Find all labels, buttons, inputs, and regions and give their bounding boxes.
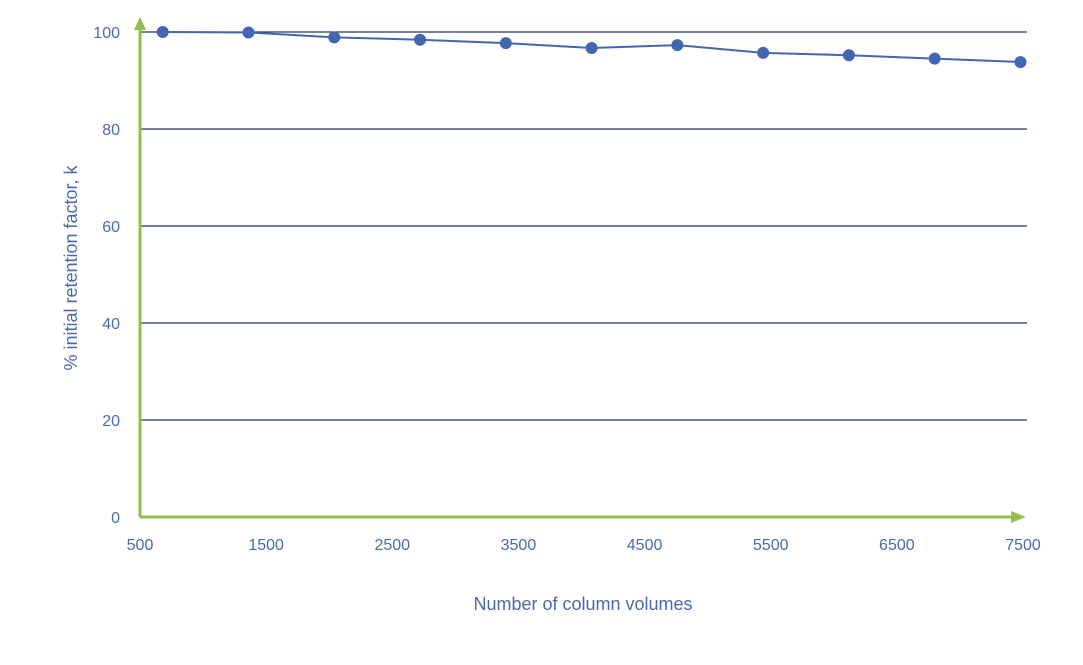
x-axis-arrow — [1011, 511, 1026, 523]
data-point — [242, 26, 255, 39]
y-axis-title: % initial retention factor, k — [61, 164, 81, 370]
y-tick-label: 60 — [102, 219, 120, 236]
axes — [134, 17, 1026, 523]
x-tick-label: 1500 — [248, 537, 284, 554]
y-tick-label: 100 — [93, 25, 120, 42]
x-tick-label: 7500 — [1005, 537, 1041, 554]
x-tick-label: 2500 — [374, 537, 410, 554]
series-group — [156, 26, 1027, 69]
x-tick-label: 4500 — [627, 537, 663, 554]
data-point — [585, 42, 598, 55]
y-tick-label: 40 — [102, 316, 120, 333]
data-point — [328, 31, 341, 44]
y-axis-arrow — [134, 17, 146, 30]
data-point — [156, 26, 169, 38]
x-axis-title: Number of column volumes — [473, 594, 692, 614]
y-tick-labels: 0 20 40 60 80 100 — [93, 25, 120, 527]
x-tick-labels: 500 1500 2500 3500 4500 5500 6500 7500 — [127, 537, 1041, 554]
data-point — [414, 33, 427, 46]
data-point — [928, 52, 941, 65]
y-tick-label: 0 — [111, 510, 120, 527]
x-tick-label: 5500 — [753, 537, 789, 554]
y-tick-label: 20 — [102, 413, 120, 430]
data-point — [1014, 56, 1027, 69]
x-tick-label: 3500 — [501, 537, 537, 554]
x-tick-label: 6500 — [879, 537, 915, 554]
data-point — [842, 49, 855, 62]
gridlines — [140, 31, 1027, 421]
data-point — [757, 46, 770, 59]
x-tick-label: 500 — [127, 537, 154, 554]
y-tick-label: 80 — [102, 122, 120, 139]
data-point — [671, 39, 684, 52]
data-point — [499, 37, 512, 50]
